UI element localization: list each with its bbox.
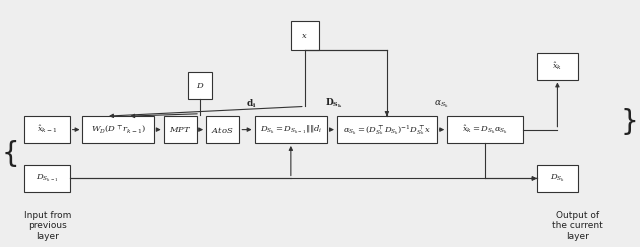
FancyBboxPatch shape — [537, 53, 578, 80]
Text: $AtoS$: $AtoS$ — [211, 124, 234, 135]
Text: $\alpha_{S_k}$: $\alpha_{S_k}$ — [434, 99, 449, 110]
FancyBboxPatch shape — [24, 165, 70, 192]
FancyBboxPatch shape — [255, 116, 327, 143]
FancyBboxPatch shape — [291, 21, 319, 50]
Text: Input from
previous
layer: Input from previous layer — [24, 211, 71, 241]
Text: }: } — [620, 108, 638, 136]
Text: $\mathbf{d_i}$: $\mathbf{d_i}$ — [246, 98, 257, 110]
Text: {: { — [2, 140, 19, 168]
FancyBboxPatch shape — [188, 72, 212, 99]
Text: $W_D(D^\top r_{k-1})$: $W_D(D^\top r_{k-1})$ — [91, 124, 146, 135]
FancyBboxPatch shape — [206, 116, 239, 143]
Text: $\alpha_{S_k}=(D_{S_k}^\top D_{S_k})^{-1}D_{S_k}^\top x$: $\alpha_{S_k}=(D_{S_k}^\top D_{S_k})^{-1… — [342, 123, 431, 137]
FancyBboxPatch shape — [24, 116, 70, 143]
Text: $D_{S_{k-1}}$: $D_{S_{k-1}}$ — [36, 173, 58, 184]
FancyBboxPatch shape — [83, 116, 154, 143]
FancyBboxPatch shape — [447, 116, 523, 143]
Text: $\hat{x}_k=D_{S_k}\alpha_{S_k}$: $\hat{x}_k=D_{S_k}\alpha_{S_k}$ — [462, 123, 508, 136]
Text: $D_{S_k}$: $D_{S_k}$ — [550, 173, 565, 184]
Text: $MPT$: $MPT$ — [169, 125, 191, 134]
Text: $D_{S_k}=D_{S_{k-1}}\|\| d_i$: $D_{S_k}=D_{S_{k-1}}\|\| d_i$ — [260, 124, 322, 136]
Text: $x$: $x$ — [301, 31, 308, 40]
Text: Output of
the current
layer: Output of the current layer — [552, 211, 603, 241]
Text: $\hat{x}_k$: $\hat{x}_k$ — [552, 60, 563, 72]
Text: $D$: $D$ — [196, 81, 204, 90]
Text: $\mathbf{D_{S_k}}$: $\mathbf{D_{S_k}}$ — [325, 97, 342, 110]
FancyBboxPatch shape — [164, 116, 197, 143]
FancyBboxPatch shape — [537, 165, 578, 192]
Text: $\hat{x}_{k-1}$: $\hat{x}_{k-1}$ — [36, 124, 57, 135]
FancyBboxPatch shape — [337, 116, 437, 143]
